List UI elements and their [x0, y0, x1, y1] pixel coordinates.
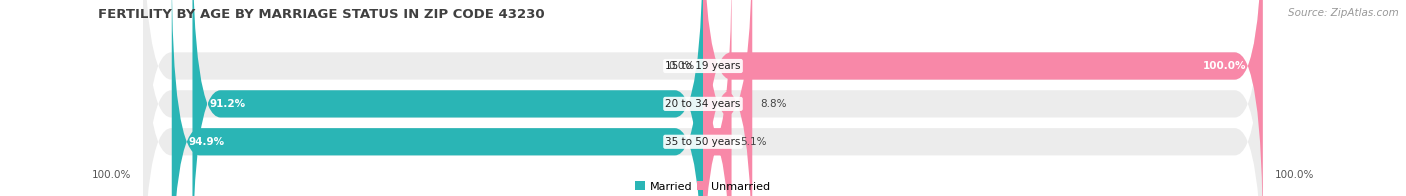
- FancyBboxPatch shape: [143, 0, 1263, 196]
- Text: 5.1%: 5.1%: [740, 137, 766, 147]
- Text: 100.0%: 100.0%: [91, 170, 131, 180]
- FancyBboxPatch shape: [703, 0, 752, 196]
- FancyBboxPatch shape: [703, 0, 731, 196]
- Text: 0.0%: 0.0%: [668, 61, 695, 71]
- Text: 100.0%: 100.0%: [1202, 61, 1246, 71]
- Text: 91.2%: 91.2%: [209, 99, 246, 109]
- Text: 94.9%: 94.9%: [188, 137, 225, 147]
- Text: FERTILITY BY AGE BY MARRIAGE STATUS IN ZIP CODE 43230: FERTILITY BY AGE BY MARRIAGE STATUS IN Z…: [98, 8, 546, 21]
- Text: 8.8%: 8.8%: [761, 99, 787, 109]
- Text: 100.0%: 100.0%: [1275, 170, 1315, 180]
- Legend: Married, Unmarried: Married, Unmarried: [636, 181, 770, 191]
- Text: 20 to 34 years: 20 to 34 years: [665, 99, 741, 109]
- Text: Source: ZipAtlas.com: Source: ZipAtlas.com: [1288, 8, 1399, 18]
- Text: 15 to 19 years: 15 to 19 years: [665, 61, 741, 71]
- FancyBboxPatch shape: [193, 0, 703, 196]
- FancyBboxPatch shape: [172, 0, 703, 196]
- FancyBboxPatch shape: [143, 0, 1263, 196]
- Text: 35 to 50 years: 35 to 50 years: [665, 137, 741, 147]
- FancyBboxPatch shape: [703, 0, 1263, 196]
- FancyBboxPatch shape: [143, 0, 1263, 196]
